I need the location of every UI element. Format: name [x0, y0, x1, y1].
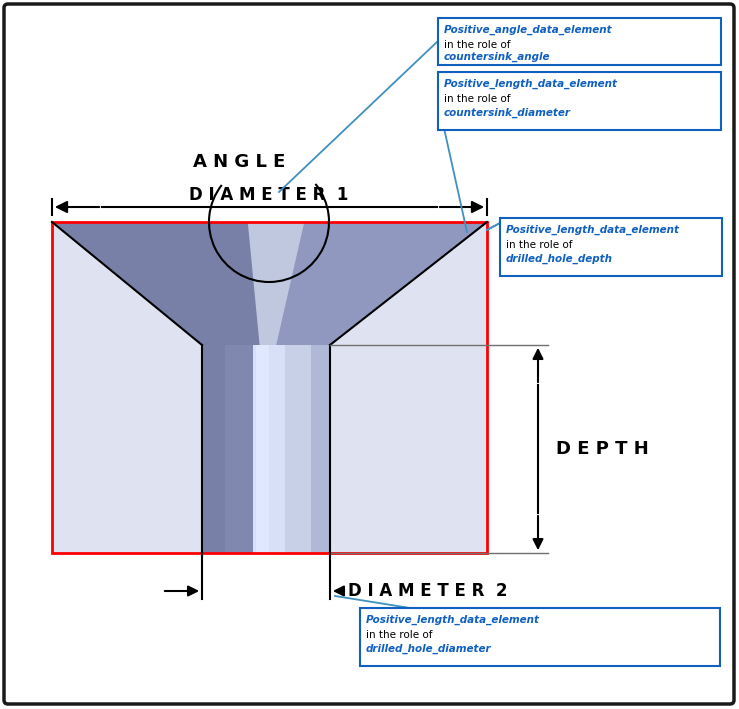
- Text: drilled_hole_depth: drilled_hole_depth: [506, 254, 613, 264]
- FancyBboxPatch shape: [4, 4, 734, 704]
- Text: D E P T H: D E P T H: [556, 440, 649, 458]
- Text: countersink_angle: countersink_angle: [444, 52, 551, 62]
- Bar: [256, 345, 268, 553]
- Bar: [253, 345, 285, 553]
- FancyBboxPatch shape: [438, 72, 721, 130]
- Bar: [52, 222, 487, 553]
- Text: in the role of: in the role of: [506, 240, 573, 250]
- Bar: [202, 345, 225, 553]
- Polygon shape: [52, 222, 487, 345]
- Bar: [225, 345, 253, 553]
- Text: A N G L E: A N G L E: [193, 153, 285, 171]
- Text: Positive_length_data_element: Positive_length_data_element: [366, 615, 540, 625]
- Text: in the role of: in the role of: [444, 40, 514, 50]
- Bar: [285, 345, 311, 553]
- Text: Positive_length_data_element: Positive_length_data_element: [444, 79, 618, 89]
- FancyBboxPatch shape: [500, 218, 722, 276]
- Text: D I A M E T E R  1: D I A M E T E R 1: [189, 186, 349, 204]
- Text: drilled_hole_diameter: drilled_hole_diameter: [366, 644, 491, 654]
- Text: Positive_angle_data_element: Positive_angle_data_element: [444, 25, 613, 35]
- FancyBboxPatch shape: [438, 18, 721, 65]
- Text: D I A M E T E R  2: D I A M E T E R 2: [348, 582, 508, 600]
- FancyBboxPatch shape: [360, 608, 720, 666]
- Bar: [311, 345, 330, 553]
- Polygon shape: [248, 222, 304, 345]
- Text: in the role of: in the role of: [366, 630, 432, 640]
- Polygon shape: [266, 222, 487, 345]
- Text: in the role of: in the role of: [444, 94, 511, 104]
- Text: Positive_length_data_element: Positive_length_data_element: [506, 225, 680, 235]
- Polygon shape: [52, 222, 269, 345]
- Bar: [52, 222, 487, 553]
- Text: countersink_diameter: countersink_diameter: [444, 108, 571, 118]
